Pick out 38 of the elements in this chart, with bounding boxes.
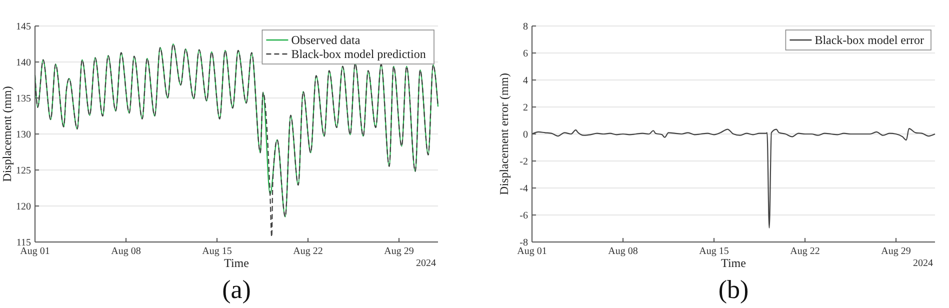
x-tick-label: Aug 29 bbox=[384, 246, 414, 257]
x-axis-title: Time bbox=[224, 256, 249, 270]
y-tick-label: 135 bbox=[16, 94, 31, 104]
y-tick-label: 125 bbox=[16, 166, 31, 176]
y-tick-label: -4 bbox=[520, 184, 528, 194]
legend-label: Observed data bbox=[291, 33, 361, 47]
text: 2024 bbox=[913, 258, 933, 269]
legend-label: Black-box model prediction bbox=[291, 47, 426, 61]
y-axis-title: Displacement error (mm) bbox=[497, 73, 511, 195]
x-tick-label: Aug 01 bbox=[517, 246, 547, 257]
x-tick-label: Aug 01 bbox=[20, 246, 50, 257]
x-tick-label: Aug 08 bbox=[111, 246, 141, 257]
y-tick-label: 120 bbox=[16, 202, 31, 212]
legend-label: Black-box model error bbox=[814, 33, 924, 47]
x-axis-title: Time bbox=[721, 256, 746, 270]
y-tick-label: -8 bbox=[520, 238, 528, 248]
line-series bbox=[531, 128, 936, 229]
y-axis-title: Displacement (mm) bbox=[0, 86, 14, 182]
y-tick-label: -2 bbox=[520, 156, 528, 168]
x-tick-label: Aug 29 bbox=[881, 246, 911, 257]
y-tick-label: 0 bbox=[523, 130, 528, 140]
y-tick-label: 115 bbox=[16, 238, 31, 248]
x-tick-label: Aug 08 bbox=[608, 246, 638, 257]
y-tick-label: 2 bbox=[523, 102, 528, 114]
x-tick-label: Aug 22 bbox=[790, 246, 820, 257]
y-tick-label: -6 bbox=[520, 210, 528, 222]
x-tick-label: Aug 15 bbox=[202, 246, 232, 257]
text: (a) bbox=[222, 275, 251, 304]
x-tick-label: Aug 15 bbox=[699, 246, 729, 257]
y-tick-label: 145 bbox=[16, 22, 31, 32]
y-tick-label: 8 bbox=[523, 22, 528, 32]
x-tick-label: Aug 22 bbox=[293, 246, 323, 257]
text: 2024 bbox=[416, 258, 436, 269]
y-tick-label: 140 bbox=[16, 58, 31, 68]
y-tick-label: 6 bbox=[523, 48, 528, 60]
y-tick-label: 4 bbox=[523, 76, 528, 86]
y-tick-label: 130 bbox=[16, 130, 31, 140]
text: (b) bbox=[718, 275, 749, 304]
